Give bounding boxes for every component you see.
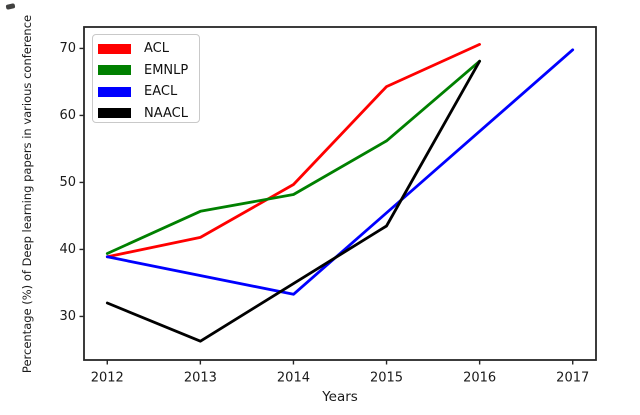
legend-label: EMNLP: [144, 62, 189, 78]
legend-swatch-naacl: [98, 108, 131, 119]
x-tick-label: 2015: [370, 371, 403, 386]
y-tick-label: 50: [59, 175, 76, 190]
y-tick-label: 70: [59, 41, 76, 56]
legend-item-naacl: NAACL: [98, 103, 199, 125]
legend-item-eacl: EACL: [98, 81, 199, 103]
x-axis-label: Years: [321, 389, 358, 405]
legend: ACL EMNLP EACL NAACL: [92, 34, 200, 123]
plot-area: 2012 2013 2014 2015 2016 2017 30 40 50 60 70: [59, 26, 597, 386]
y-axis-label: Percentage (%) of Deep learning papers i…: [20, 15, 34, 373]
legend-label: NAACL: [144, 105, 188, 121]
legend-swatch-acl: [98, 43, 131, 54]
legend-label: EACL: [144, 84, 178, 100]
legend-item-acl: ACL: [98, 38, 199, 60]
x-tick-label: 2016: [463, 371, 496, 386]
y-tick-label: 60: [59, 108, 76, 123]
series-line-eacl: [105, 48, 575, 296]
legend-item-emnlp: EMNLP: [98, 60, 199, 82]
series-line-emnlp: [105, 59, 482, 255]
y-tick-label: 30: [59, 309, 76, 324]
legend-label: ACL: [144, 41, 169, 57]
series-line-naacl: [105, 59, 482, 343]
x-tick-label: 2014: [277, 371, 310, 386]
x-tick-label: 2013: [184, 371, 217, 386]
x-tick-label: 2017: [556, 371, 589, 386]
legend-swatch-eacl: [98, 86, 131, 97]
axes-frame: [83, 26, 597, 361]
x-tick-label: 2012: [91, 371, 124, 386]
series-line-acl: [105, 43, 482, 259]
legend-swatch-emnlp: [98, 65, 131, 76]
y-tick-label: 40: [59, 242, 76, 257]
